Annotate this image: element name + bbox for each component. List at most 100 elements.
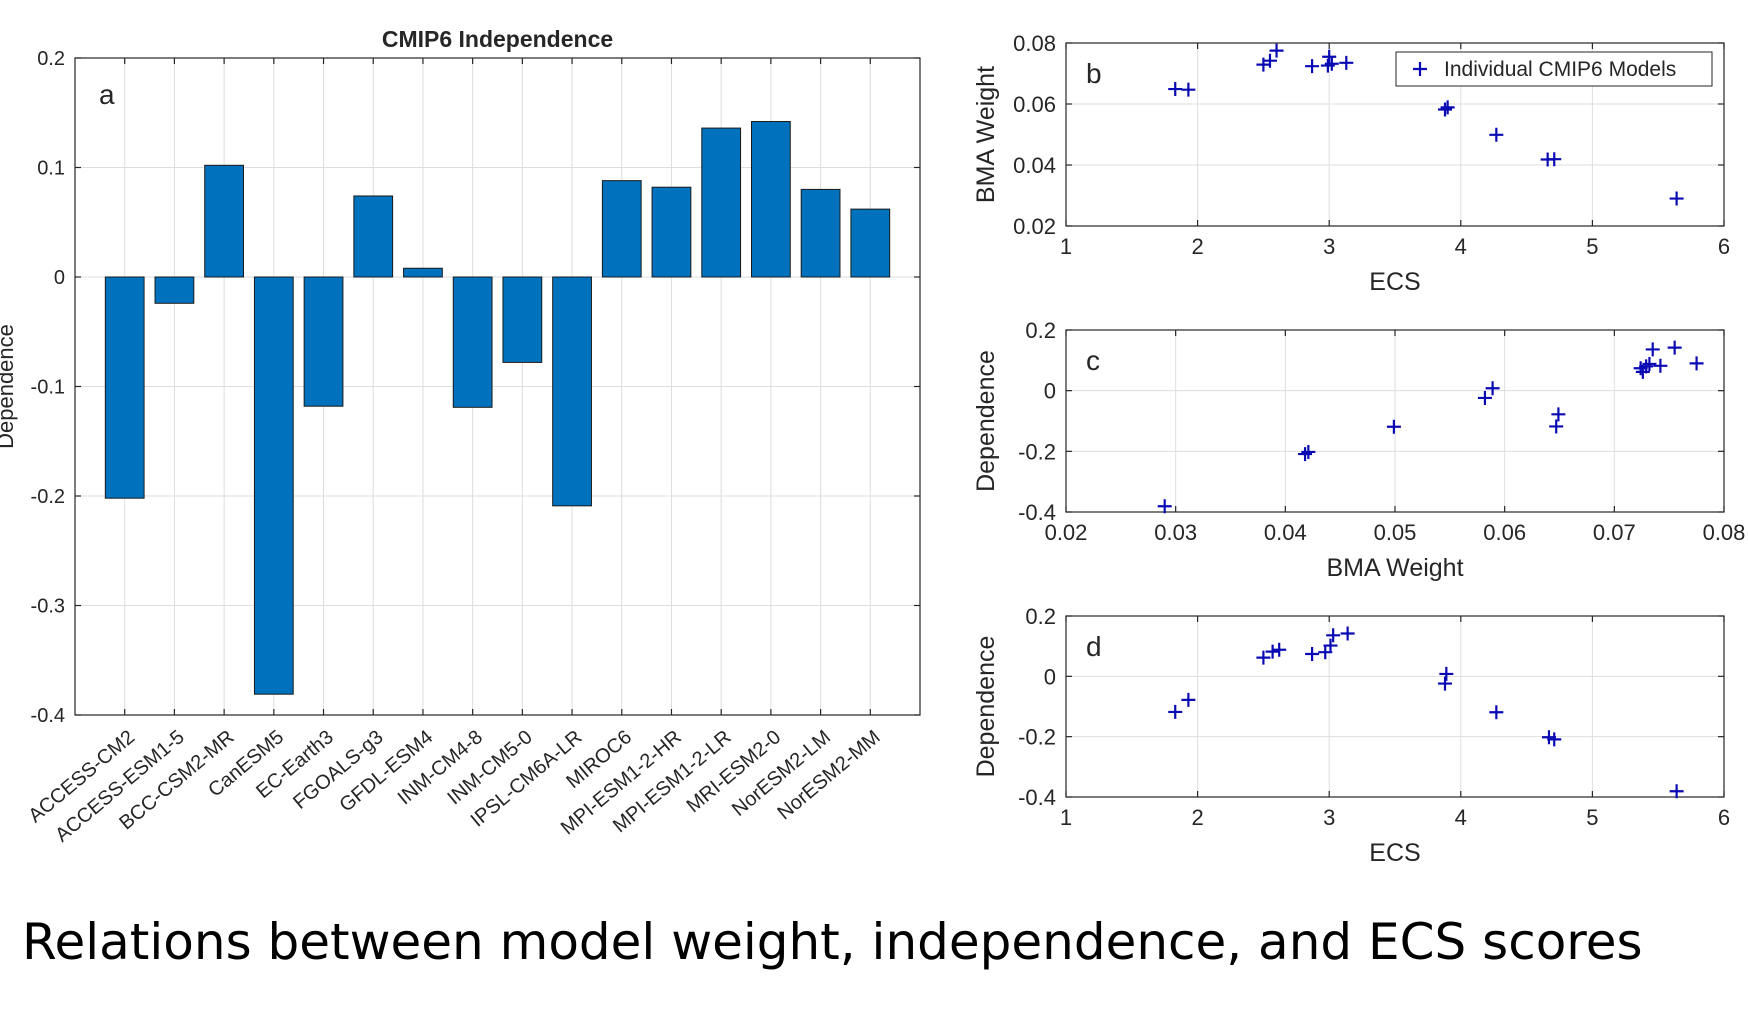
panel-a-title: CMIP6 Independence — [382, 26, 613, 52]
panel-a-y-tick-label: 0 — [54, 267, 65, 289]
panel-b-scatter: 0.02 0.04 0.06 0.08 1 2 3 4 5 6 ECS BMA Weight b Indi… — [972, 31, 1730, 296]
panel-d-data-point — [1326, 628, 1341, 643]
panel-c-x-tick-label: 0.06 — [1483, 520, 1526, 545]
panel-c-data-point — [1642, 356, 1657, 371]
panel-d-data-point — [1323, 638, 1338, 653]
panel-d-y-tick-label: -0.4 — [1018, 785, 1056, 810]
panel-b-data-point — [1324, 56, 1339, 71]
panel-b-x-tick-label: 4 — [1455, 234, 1467, 259]
panel-b-x-tick-label: 5 — [1586, 234, 1598, 259]
panel-c-data-point — [1298, 447, 1313, 462]
panel-a-bar — [651, 186, 692, 278]
panel-d-data-point — [1547, 732, 1562, 747]
panel-c-data-point — [1157, 499, 1172, 514]
panel-a-bar — [353, 195, 394, 278]
panel-b-x-axis-label: ECS — [1369, 268, 1420, 296]
panel-c-x-tick-label: 0.08 — [1703, 520, 1746, 545]
panel-d-axes-box — [1065, 615, 1725, 798]
panel-d-x-tick-label: 3 — [1323, 805, 1335, 830]
panel-d-data-point — [1669, 784, 1684, 799]
panel-c-panel-label: c — [1086, 345, 1100, 376]
panel-c-x-axis-label: BMA Weight — [1326, 554, 1463, 582]
panel-b-data-point — [1547, 152, 1562, 167]
panel-b-y-tick-label: 0.06 — [1013, 92, 1056, 117]
panel-a-bar — [303, 276, 344, 407]
panel-d-data-point — [1168, 704, 1183, 719]
panel-c-data-point — [1667, 340, 1682, 355]
panel-c-data-point — [1689, 356, 1704, 371]
panel-c-y-tick-label: 0 — [1044, 379, 1056, 404]
panel-d-scatter: -0.4 -0.2 0 0.2 1 2 3 4 5 6 ECS Dependence d — [972, 604, 1730, 867]
panel-b-data-point — [1269, 43, 1284, 58]
panel-c-y-tick-label: 0.2 — [1025, 318, 1056, 343]
panel-c-x-tick-label: 0.02 — [1045, 520, 1088, 545]
panel-b-panel-label: b — [1086, 58, 1102, 89]
panel-b-data-point — [1262, 53, 1277, 68]
panel-b-data-point — [1438, 102, 1453, 117]
panel-a-y-tick-label: -0.2 — [31, 486, 65, 508]
panel-a-bar — [452, 276, 493, 408]
panel-c-x-tick-label: 0.07 — [1593, 520, 1636, 545]
panel-d-y-tick-label: -0.2 — [1018, 725, 1056, 750]
panel-d-data-point — [1340, 626, 1355, 641]
panel-d-x-tick-label: 1 — [1060, 805, 1072, 830]
panel-a-bar — [750, 121, 791, 278]
panel-b-data-point — [1322, 49, 1337, 64]
panel-c-y-tick-label: -0.4 — [1018, 500, 1056, 525]
panel-b-x-tick-label: 2 — [1191, 234, 1203, 259]
panel-d-y-axis-label: Dependence — [972, 636, 1000, 778]
panel-d-data-point — [1265, 644, 1280, 659]
panel-a-bar — [253, 276, 294, 695]
panel-b-data-point — [1440, 100, 1455, 115]
panel-c-data-point — [1653, 358, 1668, 373]
panel-d-y-tick-label: 0 — [1044, 664, 1056, 689]
panel-d-y-tick-label: 0.2 — [1025, 604, 1056, 629]
panel-b-data-point — [1339, 55, 1354, 70]
panel-d-data-point — [1439, 666, 1454, 681]
panel-c-data-point — [1485, 381, 1500, 396]
panel-b-data-point — [1669, 191, 1684, 206]
panel-b-data-point — [1168, 82, 1183, 97]
panel-c-data-point — [1639, 359, 1654, 374]
panel-a-bar — [204, 164, 245, 278]
panel-a-bar — [701, 127, 742, 278]
panel-d-data-point — [1489, 705, 1504, 720]
panel-b-axes-box — [1065, 42, 1725, 227]
panel-d-data-point — [1256, 650, 1271, 665]
panel-c-data-point — [1551, 407, 1566, 422]
panel-d-x-tick-label: 6 — [1718, 805, 1730, 830]
panel-a-y-tick-label: -0.1 — [31, 377, 65, 399]
panel-a-bar — [104, 276, 145, 499]
panel-d-data-point — [1272, 642, 1287, 657]
panel-a-bar — [502, 276, 543, 363]
panel-d-panel-label: d — [1086, 631, 1102, 662]
panel-d-x-tick-label: 2 — [1191, 805, 1203, 830]
panel-a-y-tick-label: 0.2 — [37, 48, 65, 70]
panel-b-data-point — [1489, 127, 1504, 142]
panel-c-data-point — [1301, 444, 1316, 459]
panel-b-legend-label: Individual CMIP6 Models — [1444, 58, 1676, 81]
panel-a-bar — [850, 208, 891, 278]
slide-caption: Relations between model weight, independ… — [22, 913, 1643, 971]
panel-c-data-point — [1477, 390, 1492, 405]
panel-d-data-point — [1181, 692, 1196, 707]
panel-d-data-point — [1305, 647, 1320, 662]
panel-b-data-point — [1305, 59, 1320, 74]
panel-a-y-tick-label: 0.1 — [37, 158, 65, 180]
panel-d-x-tick-label: 4 — [1455, 805, 1467, 830]
panel-b-y-tick-label: 0.08 — [1013, 31, 1056, 56]
panel-b-y-axis-label: BMA Weight — [972, 66, 1000, 203]
panel-d-x-axis-label: ECS — [1369, 839, 1420, 867]
panel-c-data-point — [1549, 419, 1564, 434]
panel-a-y-axis-label: Dependence — [0, 324, 18, 449]
panel-b-x-tick-label: 1 — [1060, 234, 1072, 259]
panel-b-data-point — [1181, 82, 1196, 97]
panel-c-x-tick-label: 0.03 — [1154, 520, 1197, 545]
panel-a-bar — [552, 276, 592, 507]
panel-c-scatter: -0.4 -0.2 0 0.2 0.02 0.03 0.04 0.05 0.06 0.07 0.08… — [972, 318, 1745, 582]
panel-b-y-tick-label: 0.04 — [1013, 153, 1056, 178]
panel-b-x-tick-label: 3 — [1323, 234, 1335, 259]
panel-c-x-tick-label: 0.05 — [1374, 520, 1417, 545]
panel-a-y-tick-label: -0.3 — [31, 596, 65, 618]
